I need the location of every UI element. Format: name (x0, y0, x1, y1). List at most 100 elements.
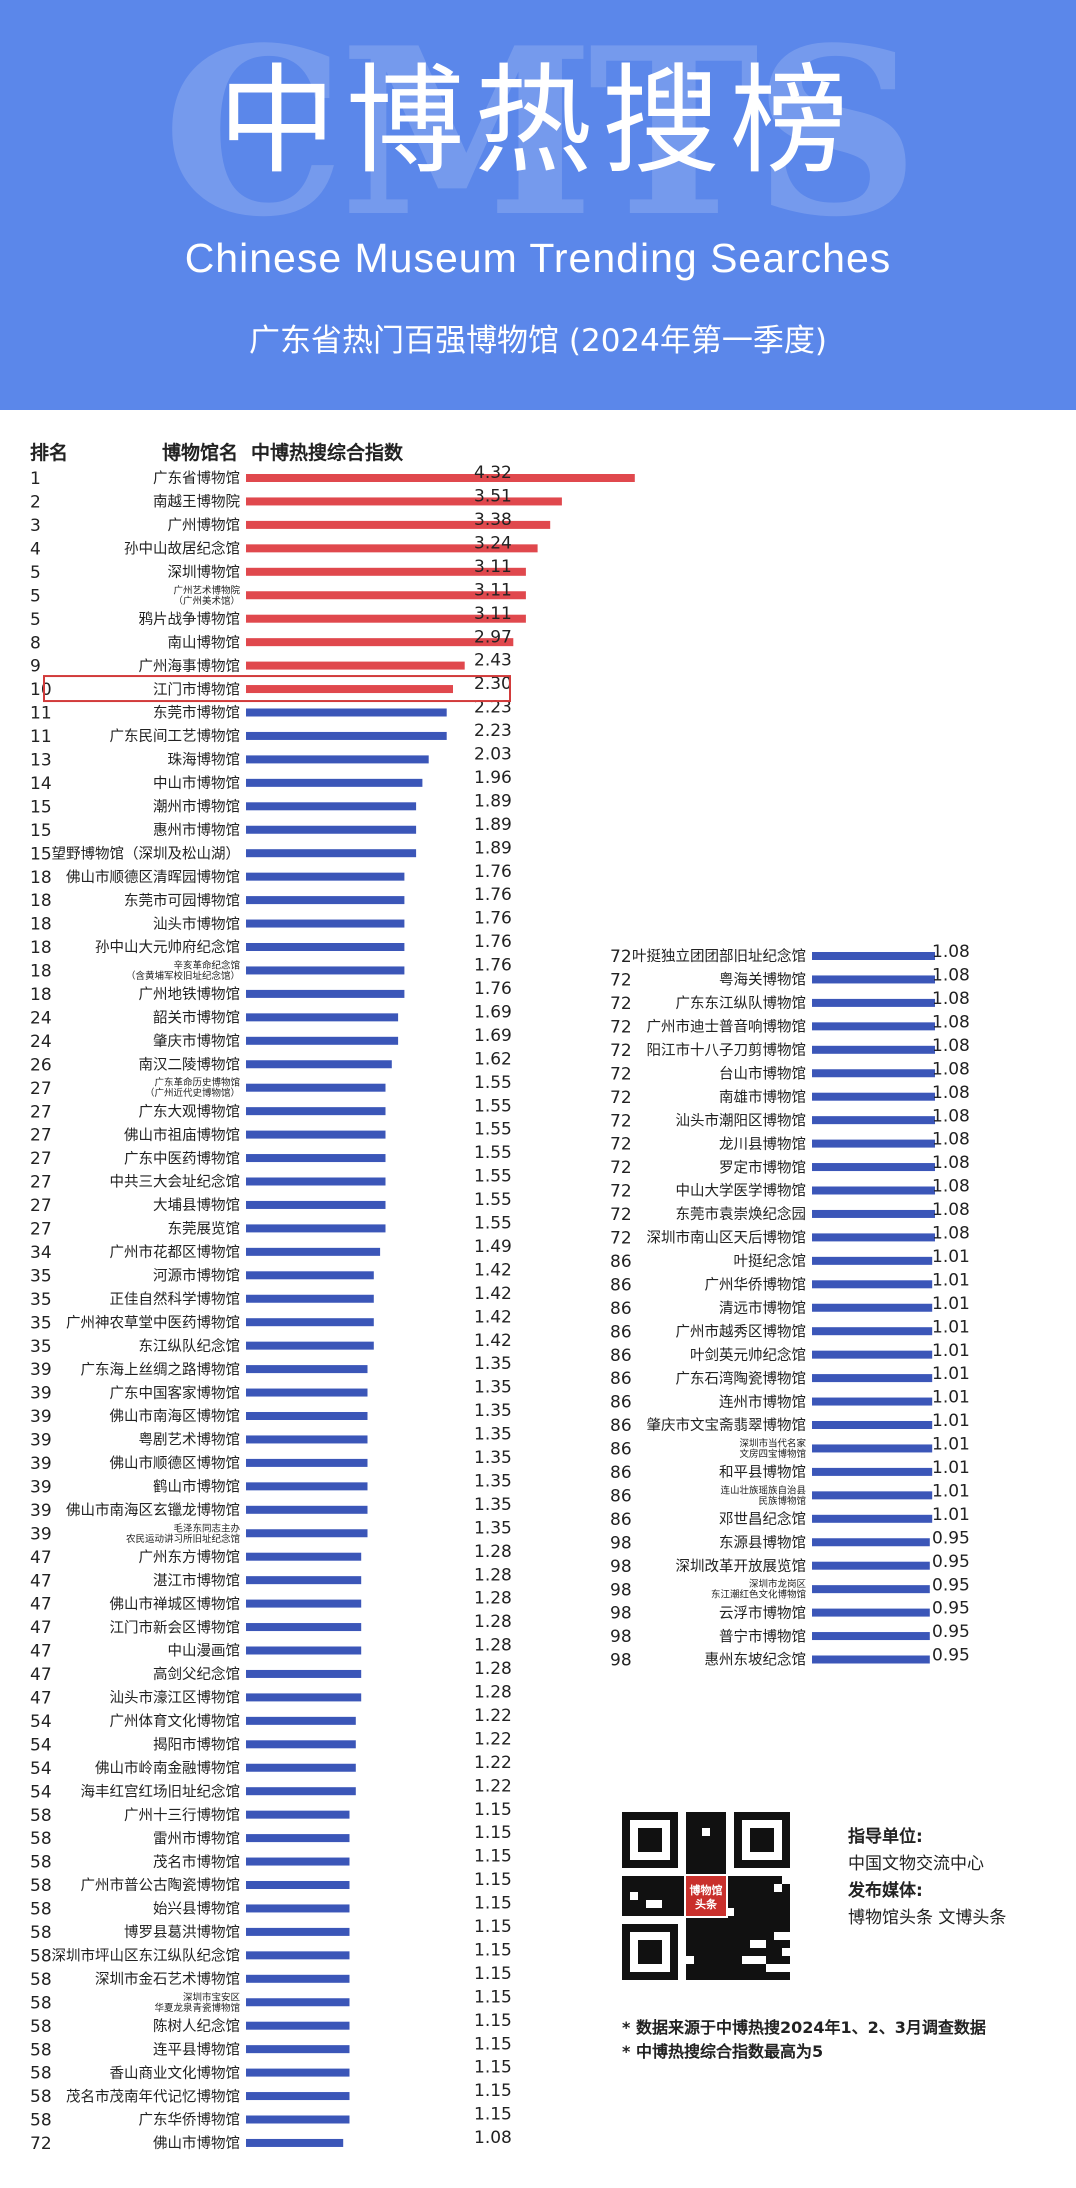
qr-module (702, 1868, 710, 1876)
qr-module (694, 1932, 702, 1940)
qr-module (766, 1956, 774, 1964)
index-bar (246, 1599, 362, 1608)
rank-label: 3 (30, 516, 41, 536)
index-bar (246, 872, 405, 881)
index-bar (812, 1045, 935, 1054)
qr-module (726, 1892, 734, 1900)
rank-label: 39 (30, 1501, 52, 1521)
qr-module (678, 1884, 686, 1892)
index-bar (812, 1608, 930, 1617)
museum-name-label: 东源县博物馆 (719, 1534, 806, 1551)
index-bar (246, 2068, 350, 2077)
index-bar (812, 1561, 930, 1570)
qr-finder (622, 1924, 678, 1932)
qr-finder (638, 1828, 662, 1852)
index-value-label: 1.42 (474, 1284, 512, 1304)
museum-name-label: 广东中医药博物馆 (124, 1150, 240, 1167)
index-value-label: 1.62 (474, 1049, 512, 1069)
museum-name-label: 广东大观博物馆 (139, 1103, 241, 1120)
qr-module (782, 1892, 790, 1900)
rank-label: 5 (30, 563, 41, 583)
qr-module (750, 1916, 758, 1924)
index-value-label: 3.24 (474, 533, 512, 553)
index-bar (246, 1107, 386, 1116)
museum-name-label: 广州市迪士普音响博物馆 (647, 1019, 807, 1036)
museum-name-label: 广东革命历史博物馆（广州近代史博物馆） (145, 1077, 240, 1100)
index-value-label: 3.11 (474, 580, 512, 600)
museum-name-label: 广东石湾陶瓷博物馆 (676, 1370, 807, 1387)
qr-module (702, 1852, 710, 1860)
qr-module (734, 1908, 742, 1916)
qr-module (670, 1876, 678, 1884)
qr-module (734, 1940, 742, 1948)
rank-label: 72 (30, 2134, 52, 2154)
qr-module (654, 1892, 662, 1900)
index-bar (246, 1740, 356, 1749)
rank-label: 5 (30, 586, 41, 606)
index-value-label: 1.15 (474, 1917, 512, 1937)
museum-name-label: 揭阳市博物馆 (153, 1737, 240, 1754)
qr-module (750, 1964, 758, 1972)
qr-module (710, 1844, 718, 1852)
museum-name-label: 雷州市博物馆 (153, 1830, 240, 1847)
index-bar (246, 1412, 368, 1420)
index-bar (812, 1350, 933, 1359)
rank-label: 10 (30, 680, 52, 700)
museum-name-label: 毛泽东同志主办农民运动讲习所旧址纪念馆 (126, 1522, 241, 1545)
qr-module (702, 1932, 710, 1940)
column-header-name: 博物馆名 (162, 442, 239, 464)
rank-label: 35 (30, 1290, 52, 1310)
index-value-label: 1.08 (932, 1200, 970, 1220)
qr-module (686, 1948, 694, 1956)
index-value-label: 1.08 (932, 1059, 970, 1079)
rank-label: 13 (30, 751, 52, 771)
qr-module (678, 1876, 686, 1884)
qr-module (710, 1956, 718, 1964)
qr-module (702, 1820, 710, 1828)
index-value-label: 1.15 (474, 1870, 512, 1890)
qr-module (742, 1916, 750, 1924)
qr-finder (670, 1924, 678, 1980)
index-value-label: 1.08 (932, 1083, 970, 1103)
index-bar (812, 1069, 935, 1078)
index-bar (246, 2045, 350, 2054)
index-bar (246, 1998, 350, 2007)
qr-module (638, 1884, 646, 1892)
index-bar (246, 1271, 374, 1280)
qr-module (734, 1900, 742, 1908)
rank-label: 27 (30, 1149, 52, 1169)
rank-label: 39 (30, 1477, 52, 1497)
museum-name-label: 陈树人纪念馆 (153, 2017, 240, 2035)
rank-label: 86 (610, 1369, 632, 1389)
museum-name-label: 普宁市博物馆 (719, 1628, 806, 1645)
index-bar (246, 1341, 374, 1350)
rank-label: 72 (610, 1158, 632, 1178)
museum-name-label: 广东中国客家博物馆 (110, 1385, 241, 1402)
index-value-label: 1.01 (932, 1435, 970, 1455)
qr-module (710, 1924, 718, 1932)
index-value-label: 1.28 (474, 1565, 512, 1585)
rank-label: 18 (30, 915, 52, 935)
qr-module (758, 1948, 766, 1956)
museum-name-label: 连州市博物馆 (719, 1394, 806, 1411)
qr-module (718, 1820, 726, 1828)
qr-module (686, 1916, 694, 1924)
index-value-label: 1.15 (474, 2034, 512, 2054)
index-bar (812, 1467, 933, 1476)
qr-module (726, 1900, 734, 1908)
rank-label: 86 (610, 1252, 632, 1272)
index-value-label: 0.95 (932, 1575, 970, 1595)
qr-module (710, 1868, 718, 1876)
museum-name-label: 广东民间工艺博物馆 (110, 728, 241, 745)
rank-label: 98 (610, 1627, 632, 1647)
watermark-logo: CMTS (162, 0, 920, 268)
qr-module (718, 1836, 726, 1844)
qr-module (702, 1948, 710, 1956)
rank-label: 24 (30, 1008, 52, 1028)
rank-label: 39 (30, 1454, 52, 1474)
index-value-label: 1.42 (474, 1307, 512, 1327)
index-bar (246, 802, 417, 811)
index-value-label: 0.95 (932, 1552, 970, 1572)
index-bar (246, 544, 538, 553)
